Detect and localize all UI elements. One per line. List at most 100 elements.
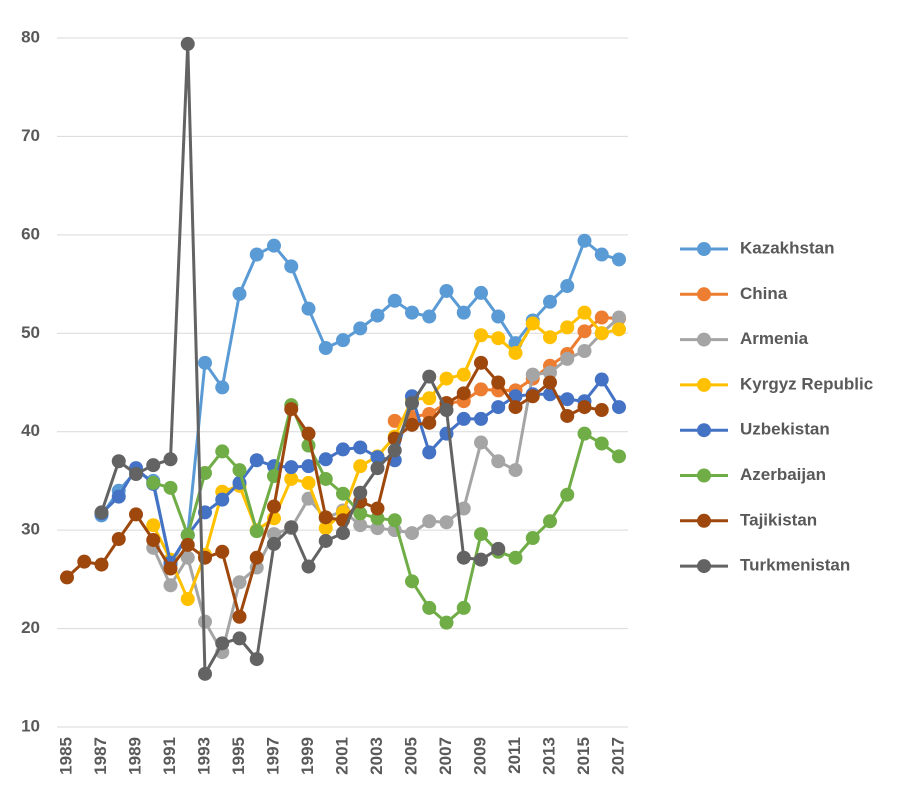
data-point [474, 552, 488, 567]
data-point [180, 36, 195, 51]
x-tick-label: 2001 [332, 737, 351, 775]
data-point [284, 520, 299, 535]
data-point [370, 501, 385, 516]
data-point [560, 487, 575, 502]
data-point [318, 471, 333, 486]
x-tick-label: 1997 [263, 737, 282, 775]
data-point [439, 515, 454, 530]
data-point [474, 285, 488, 300]
data-point [439, 371, 454, 386]
data-point [370, 511, 385, 526]
series-line [65, 361, 603, 619]
legend-marker [697, 559, 711, 574]
data-point [422, 309, 437, 324]
data-point [612, 449, 626, 464]
data-point [422, 391, 437, 406]
data-point [267, 527, 281, 542]
data-point [336, 333, 350, 348]
x-tick-label: 1999 [298, 737, 317, 775]
data-point [284, 259, 299, 274]
data-point [146, 475, 161, 490]
legend-label: China [740, 284, 788, 303]
data-point [612, 252, 626, 267]
data-point [249, 453, 264, 468]
data-point [594, 310, 609, 325]
data-point [163, 578, 178, 593]
data-point [474, 382, 488, 397]
y-tick-label: 50 [21, 323, 40, 342]
data-point [163, 480, 178, 495]
data-point [94, 557, 109, 572]
data-point [77, 554, 92, 569]
legend-label: Armenia [740, 329, 809, 348]
legend-label: Turkmenistan [740, 556, 850, 575]
data-point [577, 233, 592, 248]
data-point [336, 442, 350, 457]
data-point [215, 492, 230, 507]
y-tick-label: 80 [21, 27, 40, 46]
data-point [353, 459, 368, 474]
data-point [456, 501, 471, 516]
data-point [525, 389, 540, 404]
data-point [439, 426, 454, 441]
data-point [318, 452, 333, 467]
data-point [318, 341, 333, 356]
data-point [491, 331, 506, 346]
data-point [336, 526, 350, 541]
y-tick-label: 40 [21, 421, 40, 440]
data-point [387, 513, 402, 528]
data-point [129, 467, 143, 482]
data-point [336, 486, 350, 501]
data-point [543, 330, 557, 345]
data-point [129, 507, 143, 522]
data-point [353, 321, 368, 336]
data-point [370, 450, 385, 465]
data-point [215, 636, 230, 651]
data-point [560, 351, 575, 366]
legend-label: Kazakhstan [740, 238, 834, 257]
data-point [249, 247, 264, 262]
data-point [111, 532, 126, 547]
data-point [439, 615, 454, 630]
data-point [405, 574, 419, 589]
legend-marker [697, 513, 711, 528]
legend-label: Tajikistan [740, 510, 817, 529]
series-line [151, 316, 621, 654]
data-point [422, 369, 437, 384]
data-point [180, 528, 195, 543]
data-point [594, 403, 609, 418]
x-tick-label: 1989 [125, 737, 144, 775]
data-point [111, 454, 126, 469]
data-point [318, 510, 333, 525]
data-point [387, 443, 402, 458]
data-point [525, 531, 540, 546]
data-point [370, 521, 385, 536]
data-point [405, 305, 419, 320]
data-point [543, 294, 557, 309]
data-point [146, 458, 161, 473]
data-point [232, 631, 247, 646]
data-point [94, 505, 109, 520]
data-point [180, 550, 195, 565]
data-point [284, 471, 299, 486]
data-point [284, 402, 299, 417]
data-point [491, 400, 506, 415]
data-point [301, 559, 316, 574]
data-point [232, 286, 247, 301]
data-point [301, 301, 316, 316]
data-point [267, 238, 281, 253]
x-tick-label: 2009 [470, 737, 489, 775]
series-line [100, 42, 500, 676]
data-point [491, 375, 506, 390]
y-tick-label: 30 [21, 520, 40, 539]
data-point [577, 344, 592, 359]
data-point [301, 426, 316, 441]
legend-marker [697, 332, 711, 347]
data-point [232, 575, 247, 590]
data-point [198, 466, 212, 481]
data-point [267, 536, 281, 551]
data-point [594, 436, 609, 451]
x-tick-label: 2013 [539, 737, 558, 775]
data-point [594, 326, 609, 341]
x-tick-label: 1993 [194, 737, 213, 775]
